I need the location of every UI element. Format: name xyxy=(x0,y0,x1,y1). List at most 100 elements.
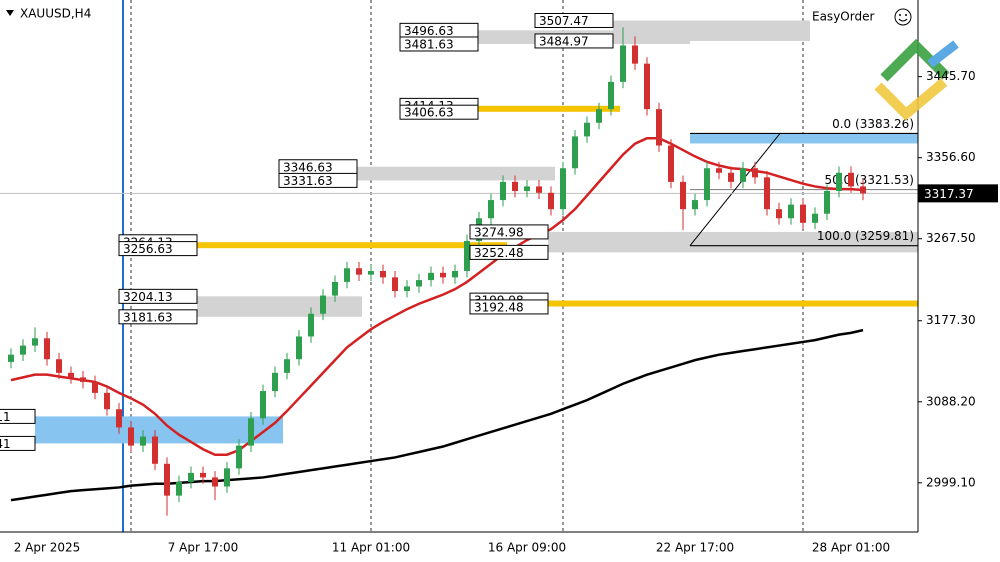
x-tick-label: 7 Apr 17:00 xyxy=(168,541,239,555)
candle-body xyxy=(272,372,278,392)
candle-body xyxy=(440,272,446,278)
fib-label: 0.0 (3383.26) xyxy=(832,117,914,131)
x-tick-label: 11 Apr 01:00 xyxy=(332,541,410,555)
candle-body xyxy=(764,177,770,210)
candle-body xyxy=(152,436,158,464)
price-label: 3507.47 xyxy=(539,14,589,28)
zone xyxy=(478,105,620,112)
candle-body xyxy=(236,445,242,469)
price-label-box xyxy=(0,435,36,451)
candle-body xyxy=(536,186,542,193)
candle-body xyxy=(548,192,554,210)
zone xyxy=(613,20,810,41)
candle-body xyxy=(788,204,794,219)
y-tick-label: 3088.20 xyxy=(926,394,976,408)
price-label-box xyxy=(118,309,198,325)
candle-body xyxy=(8,354,14,362)
candle-body xyxy=(320,295,326,314)
menu-triangle[interactable] xyxy=(6,10,14,16)
price-label: 3484.97 xyxy=(539,34,589,48)
moving-average xyxy=(10,328,864,502)
price-label-box xyxy=(469,299,549,315)
candle-body xyxy=(728,172,734,182)
candle-body xyxy=(452,271,458,278)
price-label-box xyxy=(278,172,358,188)
price-label: 3481.63 xyxy=(404,37,454,51)
smiley xyxy=(894,8,912,26)
candle-body xyxy=(572,136,578,169)
candle-body xyxy=(704,168,710,201)
candle-body xyxy=(260,391,266,419)
candle-body xyxy=(356,268,362,275)
candle-body xyxy=(248,418,254,446)
candle-body xyxy=(584,122,590,137)
x-tick-label: 28 Apr 01:00 xyxy=(812,541,890,555)
candle-body xyxy=(332,281,338,296)
candle-body xyxy=(680,181,686,210)
candle-body xyxy=(200,472,206,478)
candle-body xyxy=(80,377,86,382)
candle-body xyxy=(800,204,806,223)
candle-body xyxy=(620,45,626,82)
y-tick-label: 3177.30 xyxy=(926,313,976,327)
plot: 0.0 (3383.26) 50.0 (3321.53) 100.0 (3259.8… xyxy=(0,0,918,532)
candle-body xyxy=(68,372,74,378)
x-tick-label: 2 Apr 2025 xyxy=(14,541,81,555)
candle-body xyxy=(692,200,698,210)
candle-body xyxy=(20,345,26,355)
candle-body xyxy=(188,472,194,482)
price-label: 3204.13 xyxy=(123,290,173,304)
zone xyxy=(197,296,362,317)
price-label: 3496.63 xyxy=(404,24,454,38)
candle-body xyxy=(368,271,374,275)
candle-body xyxy=(524,186,530,191)
candle-body xyxy=(92,381,98,393)
candle-body xyxy=(668,145,674,182)
price-label-box xyxy=(534,12,614,28)
candle-body xyxy=(608,81,614,110)
candle-body xyxy=(284,359,290,373)
current-price-box xyxy=(918,184,998,203)
candle-body xyxy=(116,409,122,428)
candle-body xyxy=(860,186,866,194)
candle-body xyxy=(824,190,830,214)
price-label: 3042.41 xyxy=(0,437,11,451)
candle-body xyxy=(428,272,434,281)
candle-body xyxy=(392,277,398,292)
price-label: 3072.11 xyxy=(0,410,11,424)
candle-body xyxy=(560,168,566,210)
candle-body xyxy=(752,168,758,178)
candle-body xyxy=(464,240,470,272)
y-tick-label: 2999.10 xyxy=(926,475,976,489)
zone xyxy=(548,300,918,307)
zone xyxy=(35,416,283,444)
price-label: 3192.48 xyxy=(474,300,524,314)
candle-body xyxy=(176,481,182,496)
candle-body xyxy=(776,209,782,219)
candle-body xyxy=(296,336,302,360)
symbol-title: XAUUSD,H4 xyxy=(20,7,91,21)
candle-body xyxy=(656,109,662,146)
candle-body xyxy=(32,338,38,346)
candle-body xyxy=(380,271,386,278)
candle-body xyxy=(740,168,746,182)
candle-body xyxy=(56,359,62,373)
price-label: 3181.63 xyxy=(123,310,173,324)
moving-average xyxy=(10,136,864,456)
candle-body xyxy=(404,286,410,292)
current-price-label: 3317.37 xyxy=(924,187,974,201)
candle-body xyxy=(212,477,218,487)
candle-body xyxy=(308,313,314,337)
candle-body xyxy=(632,45,638,64)
price-label-box xyxy=(118,241,198,257)
candle-body xyxy=(344,268,350,282)
fib-label: 100.0 (3259.81) xyxy=(817,229,914,243)
candle-body xyxy=(836,172,842,191)
x-tick-label: 16 Apr 09:00 xyxy=(488,541,566,555)
zone xyxy=(197,242,507,249)
price-label: 3406.63 xyxy=(404,106,454,120)
x-tick-label: 22 Apr 17:00 xyxy=(656,541,734,555)
tool-label[interactable]: EasyOrder xyxy=(812,10,874,24)
candle-body xyxy=(596,109,602,123)
